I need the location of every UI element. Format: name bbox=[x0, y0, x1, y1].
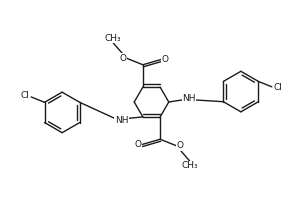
Text: NH: NH bbox=[182, 94, 196, 103]
Text: O: O bbox=[119, 54, 126, 63]
Text: CH₃: CH₃ bbox=[182, 161, 198, 170]
Text: Cl: Cl bbox=[273, 83, 282, 92]
Text: CH₃: CH₃ bbox=[105, 34, 122, 43]
Text: O: O bbox=[135, 140, 142, 149]
Text: NH: NH bbox=[115, 116, 128, 125]
Text: O: O bbox=[161, 55, 168, 64]
Text: Cl: Cl bbox=[21, 91, 30, 100]
Text: O: O bbox=[177, 141, 184, 150]
